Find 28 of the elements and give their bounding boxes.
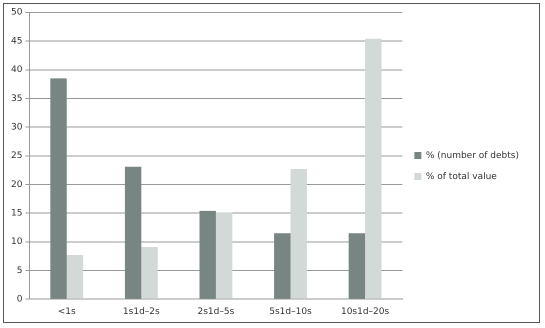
legend-label: % (number of debts): [426, 150, 520, 161]
y-tick-label: 40: [11, 65, 23, 76]
y-tick-label: 15: [11, 208, 22, 219]
x-tick-label: 2s1d–5s: [198, 306, 235, 317]
x-tick-label: 5s1d–10s: [269, 306, 312, 317]
x-tick-label: 1s1d–2s: [122, 306, 160, 317]
bar: [50, 78, 67, 299]
y-tick-label: 30: [11, 122, 23, 132]
bar: [348, 233, 366, 299]
bar: [66, 255, 84, 299]
bar: [124, 166, 142, 299]
bar: [141, 247, 158, 299]
bar: [216, 212, 232, 299]
y-tick-label: 25: [11, 151, 22, 162]
x-tick-label: 10s1d–20s: [340, 306, 390, 317]
bar: [200, 210, 216, 299]
x-tick-label: <1s: [58, 306, 76, 317]
y-tick-label: 50: [11, 8, 23, 18]
legend-label: % of total value: [426, 172, 498, 182]
y-tick-label: 0: [16, 294, 23, 305]
y-tick-label: 5: [16, 266, 22, 276]
bar: [365, 38, 382, 299]
y-tick-label: 10: [11, 237, 23, 248]
y-tick-label: 35: [11, 94, 22, 104]
bar: [290, 168, 307, 299]
bar: [274, 233, 290, 299]
y-tick-label: 45: [11, 36, 22, 46]
y-tick-label: 20: [11, 180, 23, 190]
